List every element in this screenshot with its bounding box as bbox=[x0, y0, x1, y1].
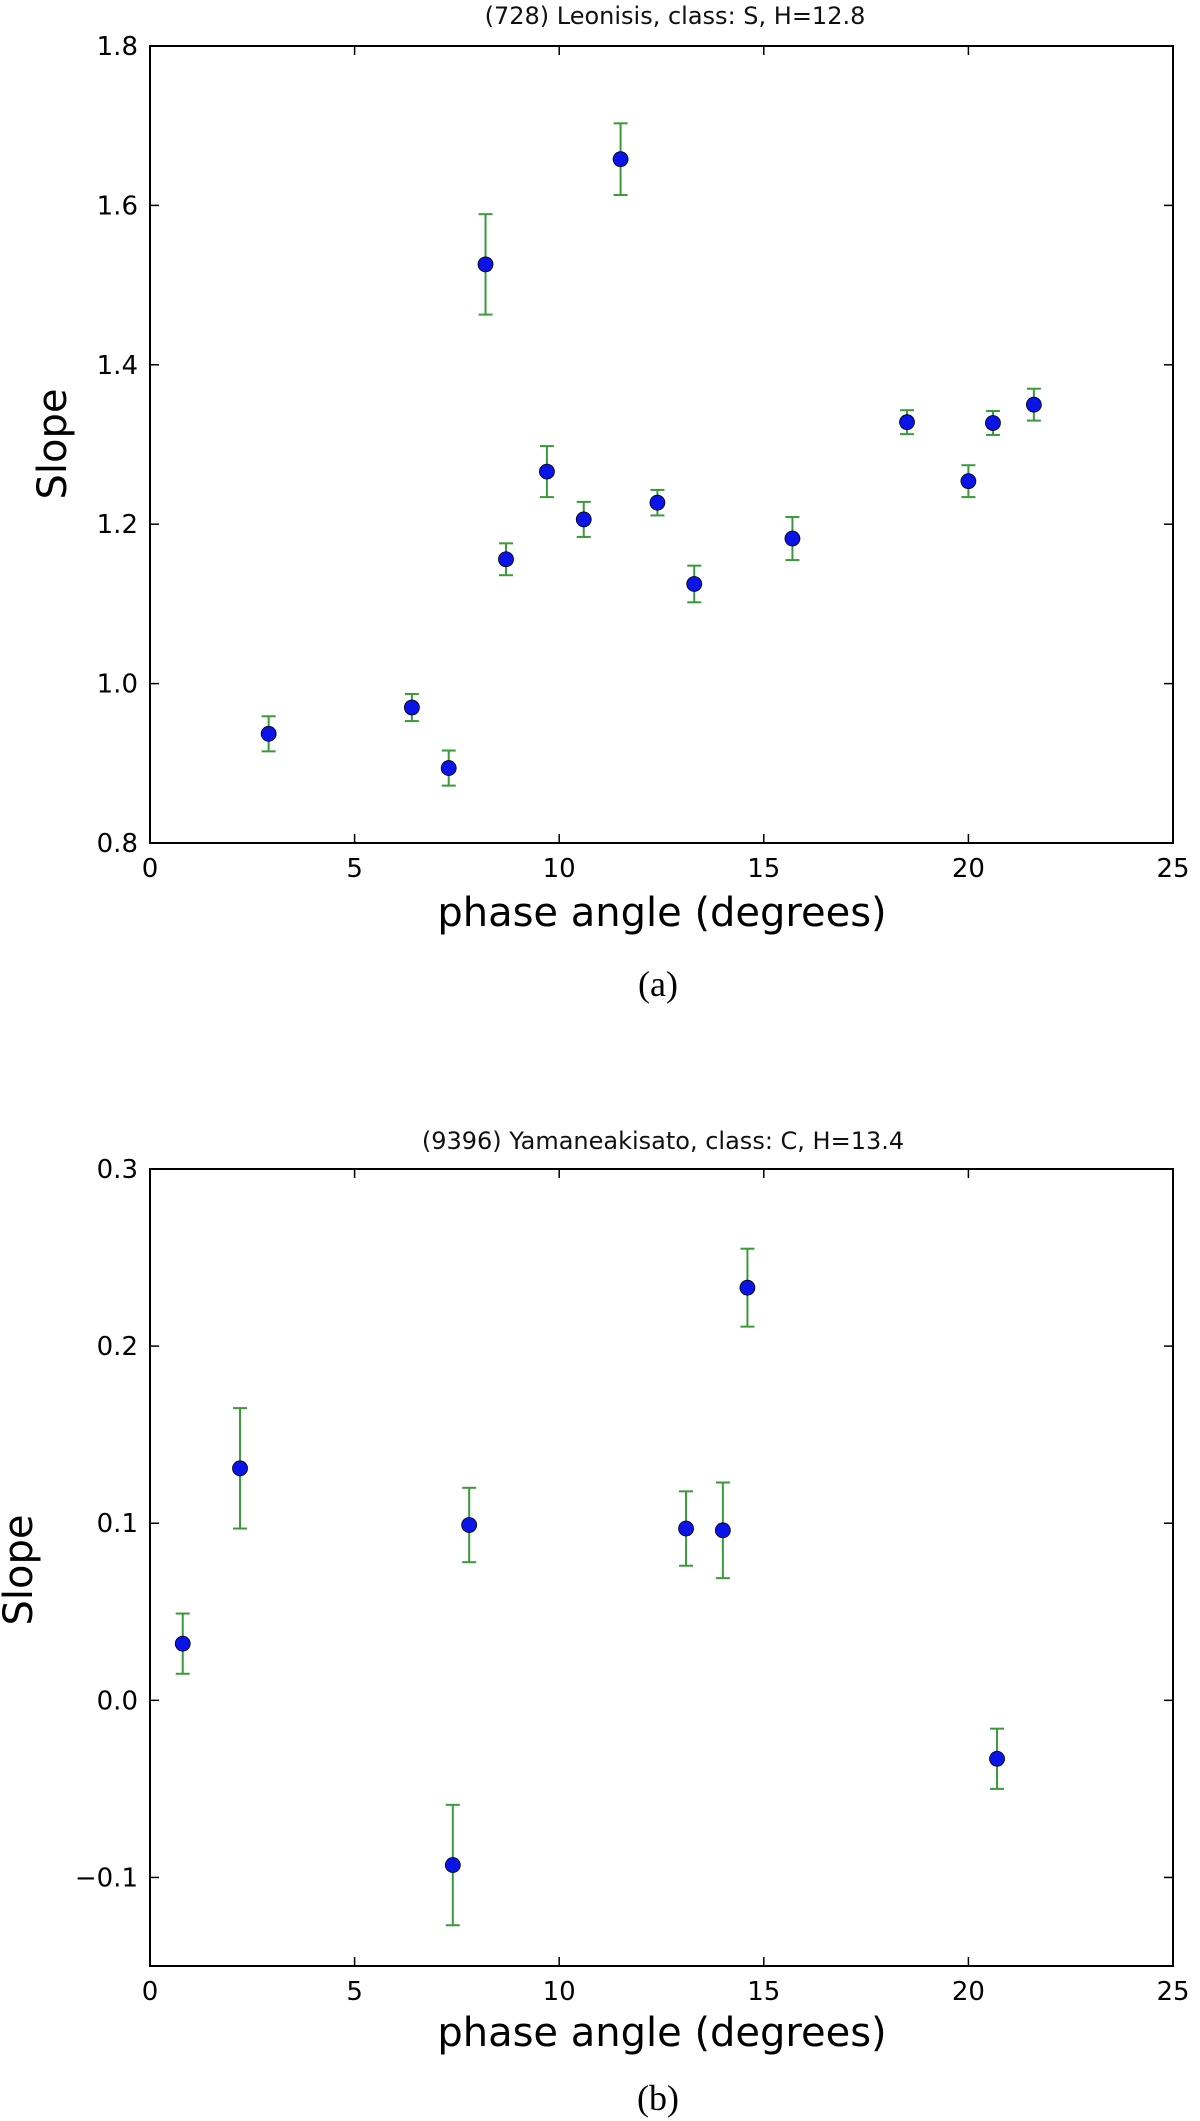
data-point bbox=[678, 1490, 694, 1567]
data-point bbox=[477, 213, 494, 316]
x-axis-label-a: phase angle (degrees) bbox=[437, 890, 886, 936]
x-tick-label: 0 bbox=[142, 1977, 159, 2007]
scatter-marker bbox=[960, 473, 977, 490]
data-point bbox=[575, 500, 592, 538]
scatter-marker bbox=[985, 415, 1001, 431]
chart-title-b: (9396) Yamaneakisato, class: C, H=13.4 bbox=[422, 1127, 904, 1155]
data-point bbox=[232, 1407, 248, 1530]
panel-a: (728) Leonisis, class: S, H=12.8 0 5 10 15 2… bbox=[30, 2, 1190, 1004]
x-tick-label: 15 bbox=[747, 1977, 780, 2007]
y-axis-label-a: Slope bbox=[30, 389, 76, 500]
scatter-marker bbox=[1025, 396, 1042, 413]
y-tick-label: 1.2 bbox=[97, 510, 138, 540]
data-points-b bbox=[174, 1247, 1005, 1927]
x-tick-label: 25 bbox=[1156, 1977, 1189, 2007]
scatter-marker bbox=[539, 463, 555, 480]
data-point bbox=[539, 445, 555, 499]
data-point bbox=[985, 410, 1001, 436]
x-axis-label-b: phase angle (degrees) bbox=[437, 2010, 886, 2056]
scatter-marker bbox=[739, 1279, 756, 1296]
chart-title-a: (728) Leonisis, class: S, H=12.8 bbox=[485, 2, 866, 30]
data-point bbox=[174, 1612, 191, 1675]
scatter-marker bbox=[575, 511, 592, 528]
data-points-a bbox=[260, 122, 1042, 787]
scatter-marker bbox=[784, 530, 801, 547]
data-point bbox=[1025, 387, 1042, 422]
scatter-marker bbox=[989, 1750, 1005, 1767]
scatter-marker bbox=[649, 494, 666, 511]
y-tick-label: 0.3 bbox=[97, 1155, 138, 1185]
data-point bbox=[960, 464, 977, 499]
y-tick-label: 1.0 bbox=[97, 670, 138, 700]
scatter-marker bbox=[477, 256, 494, 273]
scatter-marker bbox=[498, 551, 514, 568]
caption-a: (a) bbox=[638, 964, 678, 1004]
x-tick-label: 10 bbox=[543, 1977, 576, 2007]
x-tick-label: 15 bbox=[747, 854, 780, 884]
ticks-a: 0 5 10 15 20 25 0.8 1.0 1.2 1.4 1.6 1.8 bbox=[97, 32, 1190, 884]
data-point bbox=[440, 749, 457, 787]
scatter-marker bbox=[612, 151, 629, 168]
data-point bbox=[260, 715, 277, 753]
scatter-marker bbox=[403, 699, 420, 716]
scatter-marker bbox=[686, 576, 703, 592]
data-point bbox=[444, 1803, 461, 1927]
y-tick-label: −0.1 bbox=[75, 1863, 138, 1893]
x-tick-label: 20 bbox=[952, 1977, 985, 2007]
data-point bbox=[461, 1486, 478, 1564]
data-point bbox=[899, 409, 915, 436]
scatter-marker bbox=[260, 725, 277, 742]
y-axis-label-b: Slope bbox=[0, 1515, 42, 1626]
data-point bbox=[612, 122, 629, 197]
data-point bbox=[989, 1727, 1005, 1790]
scatter-marker bbox=[232, 1460, 248, 1477]
y-tick-label: 0.8 bbox=[97, 829, 138, 859]
caption-b: (b) bbox=[637, 2078, 679, 2118]
data-point bbox=[498, 542, 514, 577]
data-point bbox=[403, 692, 420, 723]
x-tick-label: 5 bbox=[346, 1977, 363, 2007]
scatter-marker bbox=[174, 1635, 191, 1652]
data-point bbox=[739, 1247, 756, 1328]
data-point bbox=[784, 516, 801, 562]
y-tick-label: 0.1 bbox=[97, 1509, 138, 1539]
scatter-marker bbox=[714, 1522, 731, 1539]
scatter-marker bbox=[461, 1517, 478, 1533]
data-point bbox=[686, 564, 703, 604]
ticks-b: 0 5 10 15 20 25 −0.1 0.0 0.1 0.2 0.3 bbox=[75, 1155, 1190, 2007]
scatter-marker bbox=[444, 1857, 461, 1873]
panel-b: (9396) Yamaneakisato, class: C, H=13.4 0… bbox=[0, 1127, 1190, 2118]
x-tick-label: 10 bbox=[543, 854, 576, 884]
y-tick-label: 0.2 bbox=[97, 1332, 138, 1362]
x-tick-label: 5 bbox=[346, 854, 363, 884]
x-tick-label: 25 bbox=[1156, 854, 1189, 884]
plot-area-a bbox=[149, 45, 1174, 844]
y-tick-label: 1.4 bbox=[97, 351, 138, 381]
x-tick-label: 0 bbox=[142, 854, 159, 884]
y-tick-label: 0.0 bbox=[97, 1686, 138, 1716]
scatter-marker bbox=[678, 1520, 694, 1537]
y-tick-label: 1.6 bbox=[97, 191, 138, 221]
data-point bbox=[649, 488, 666, 517]
scatter-marker bbox=[899, 414, 915, 431]
y-tick-label: 1.8 bbox=[97, 32, 138, 62]
data-point bbox=[714, 1481, 731, 1580]
plot-area-b bbox=[149, 1168, 1174, 1967]
x-tick-label: 20 bbox=[952, 854, 985, 884]
scatter-marker bbox=[440, 760, 457, 776]
